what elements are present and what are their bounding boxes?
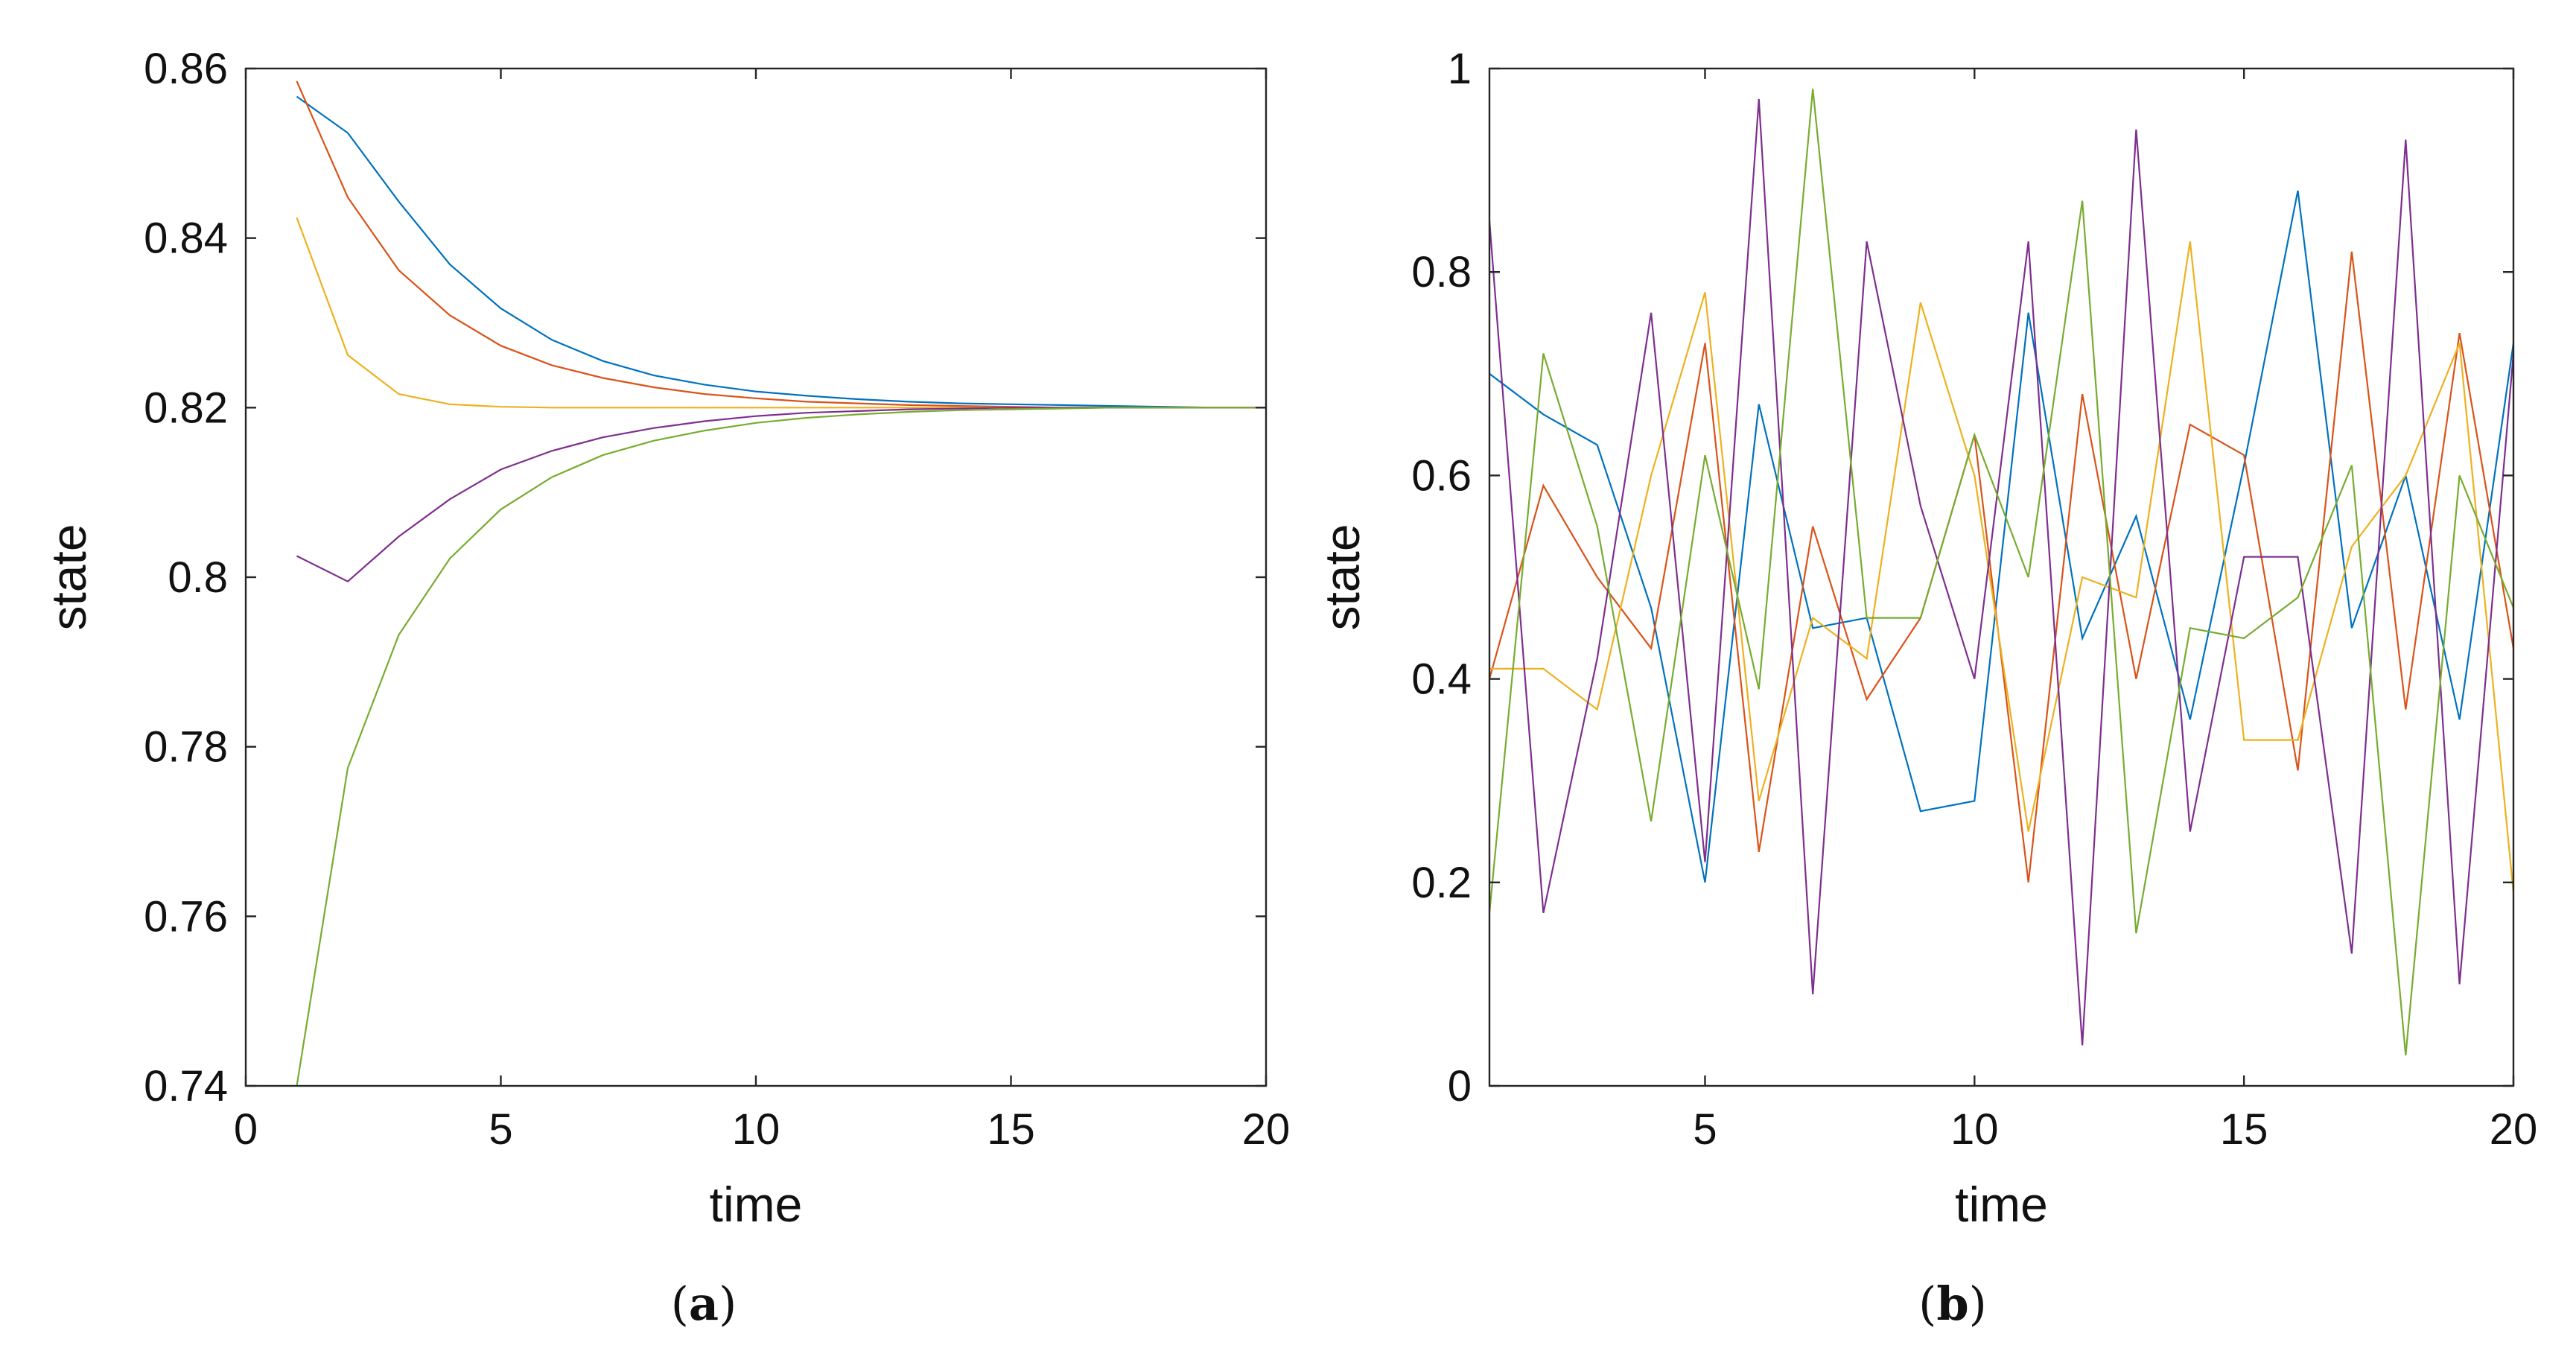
caption-paren-close: ) [1969,1277,1987,1331]
chart-a: 0 5 10 15 20 0.74 0.76 0.78 0.8 0.82 0.84 0.86 time s… [41,45,1290,1331]
y-tick-label: 0 [1448,1062,1472,1110]
series-line-2 [1489,251,2513,883]
y-tick-label: 0.74 [144,1062,228,1110]
series-line-1 [1489,190,2513,883]
caption-paren-open: ( [671,1277,689,1331]
series-group [296,80,1266,1086]
axes-box [1488,67,2515,1087]
series-line-3 [296,217,1266,409]
chart-b: 5 10 15 20 0 0.2 0.4 0.6 0.8 1 time state (b) [1314,45,2537,1331]
y-tick-label: 0.78 [144,723,228,772]
series-line-1 [296,95,1266,409]
subfigure-caption: (b) [1918,1277,1987,1331]
y-tick-label: 0.76 [144,892,228,941]
series-line-5 [296,407,1266,1086]
series-line-3 [1489,241,2513,893]
series-line-2 [296,80,1266,409]
y-tick-label: 0.4 [1411,655,1472,704]
series-group [1489,89,2513,1056]
y-tick-label: 0.2 [1411,859,1472,907]
x-tick-label: 20 [2490,1105,2538,1154]
y-tick-label: 0.84 [144,214,228,263]
axes-box [244,67,1268,1087]
x-tick-label: 15 [2220,1105,2268,1154]
caption-paren-open: ( [1918,1277,1936,1331]
caption-letter: a [689,1277,719,1331]
x-tick-label: 0 [234,1105,258,1154]
subfigure-caption: (a) [671,1277,737,1331]
series-line-4 [1489,98,2513,1046]
x-tick-label: 10 [732,1105,780,1154]
x-tick-label: 10 [1950,1105,1999,1154]
y-tick-label: 1 [1448,45,1472,93]
y-tick-label: 0.82 [144,384,228,432]
series-line-5 [1489,89,2513,1056]
caption-paren-close: ) [719,1277,737,1331]
y-tick-label: 0.8 [1411,248,1472,296]
y-axis-label: state [41,524,96,630]
y-tick-label: 0.86 [144,45,228,93]
x-tick-label: 15 [987,1105,1035,1154]
y-tick-label: 0.6 [1411,451,1472,500]
x-axis-label: time [1955,1177,2048,1232]
caption-letter: b [1936,1277,1968,1331]
x-tick-label: 5 [1693,1105,1717,1154]
x-axis-label: time [710,1177,803,1232]
x-tick-label: 5 [489,1105,512,1154]
x-tick-label: 20 [1242,1105,1291,1154]
series-line-4 [296,407,1266,583]
y-tick-label: 0.8 [168,553,228,602]
y-axis-label: state [1314,524,1370,630]
